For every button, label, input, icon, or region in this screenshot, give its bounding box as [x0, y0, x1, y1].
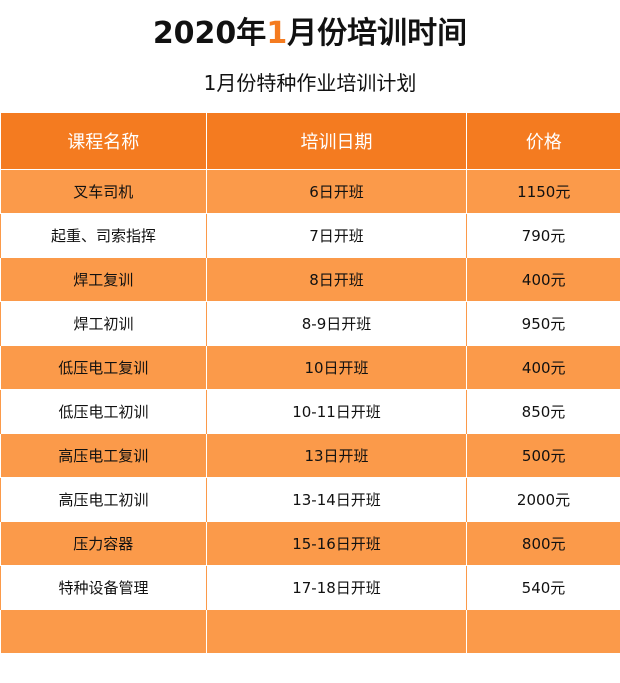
course-name-cell: 高压电工初训 — [0, 477, 207, 522]
column-header-course: 课程名称 — [0, 113, 207, 170]
course-name-cell: 高压电工复训 — [0, 433, 207, 478]
price-cell: 790元 — [466, 213, 620, 258]
course-name-cell: 低压电工复训 — [0, 345, 207, 390]
table-row: 高压电工初训 13-14日开班 2000元 — [0, 477, 620, 522]
course-name-cell: 起重、司索指挥 — [0, 213, 207, 258]
table-row: 焊工复训 8日开班 400元 — [0, 257, 620, 302]
price-cell: 800元 — [466, 521, 620, 566]
date-cell: 15-16日开班 — [206, 521, 467, 566]
title-suffix: 月份培训时间 — [287, 16, 468, 51]
date-cell: 8-9日开班 — [206, 301, 467, 346]
course-name-cell: 特种设备管理 — [0, 565, 207, 610]
table-row: 压力容器 15-16日开班 800元 — [0, 521, 620, 566]
date-cell: 10日开班 — [206, 345, 467, 390]
price-cell: 1150元 — [466, 169, 620, 214]
course-name-cell: 压力容器 — [0, 521, 207, 566]
table-header-row: 课程名称 培训日期 价格 — [0, 113, 620, 170]
course-name-cell — [0, 609, 207, 653]
table-row-empty — [0, 609, 620, 653]
course-name-cell: 焊工复训 — [0, 257, 207, 302]
date-cell: 10-11日开班 — [206, 389, 467, 434]
price-cell: 500元 — [466, 433, 620, 478]
title-prefix: 2020年 — [152, 16, 267, 51]
price-cell — [466, 609, 620, 653]
table-row: 低压电工初训 10-11日开班 850元 — [0, 389, 620, 434]
date-cell — [206, 609, 467, 653]
table-row: 特种设备管理 17-18日开班 540元 — [0, 565, 620, 610]
price-cell: 850元 — [466, 389, 620, 434]
price-cell: 2000元 — [466, 477, 620, 522]
course-name-cell: 叉车司机 — [0, 169, 207, 214]
course-name-cell: 焊工初训 — [0, 301, 207, 346]
date-cell: 8日开班 — [206, 257, 467, 302]
table-row: 焊工初训 8-9日开班 950元 — [0, 301, 620, 346]
date-cell: 7日开班 — [206, 213, 467, 258]
date-cell: 13-14日开班 — [206, 477, 467, 522]
date-cell: 13日开班 — [206, 433, 467, 478]
training-schedule-table: 课程名称 培训日期 价格 叉车司机 6日开班 1150元 起重、司索指挥 7日开… — [0, 113, 620, 653]
title-highlight-month: 1 — [266, 16, 288, 51]
table-row: 叉车司机 6日开班 1150元 — [0, 169, 620, 214]
column-header-date: 培训日期 — [206, 113, 467, 170]
page-title: 2020年1月份培训时间 — [0, 14, 620, 54]
column-header-price: 价格 — [466, 113, 620, 170]
price-cell: 400元 — [466, 345, 620, 390]
course-name-cell: 低压电工初训 — [0, 389, 207, 434]
date-cell: 17-18日开班 — [206, 565, 467, 610]
price-cell: 950元 — [466, 301, 620, 346]
date-cell: 6日开班 — [206, 169, 467, 214]
price-cell: 540元 — [466, 565, 620, 610]
table-row: 低压电工复训 10日开班 400元 — [0, 345, 620, 390]
price-cell: 400元 — [466, 257, 620, 302]
table-row: 高压电工复训 13日开班 500元 — [0, 433, 620, 478]
table-row: 起重、司索指挥 7日开班 790元 — [0, 213, 620, 258]
page-subtitle: 1月份特种作业培训计划 — [203, 71, 417, 95]
